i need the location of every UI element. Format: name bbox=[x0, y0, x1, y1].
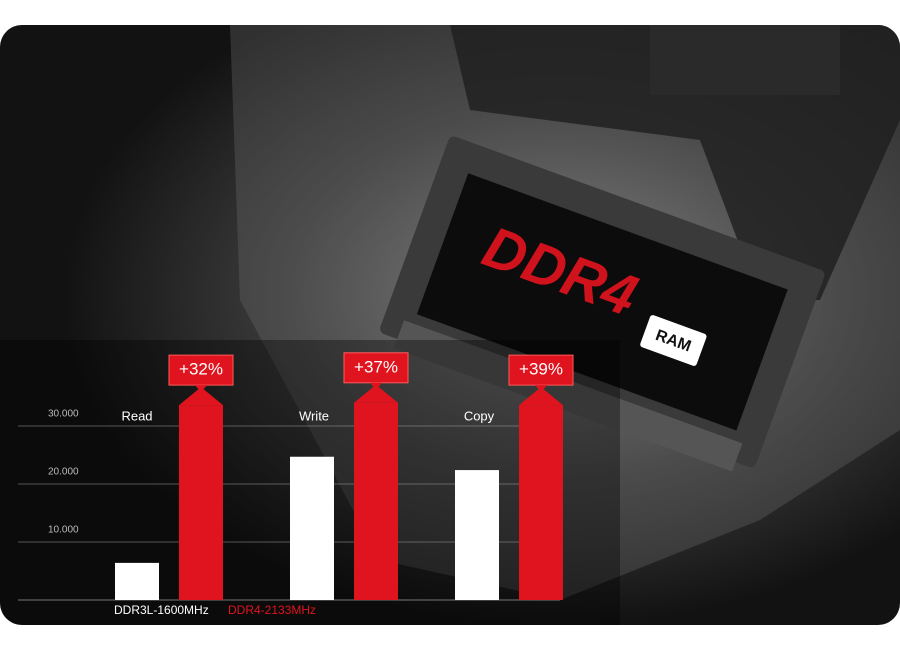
bar-arrow bbox=[179, 387, 223, 406]
bar bbox=[519, 405, 563, 600]
label-box bbox=[508, 354, 574, 386]
label-pointer bbox=[195, 385, 207, 393]
bar bbox=[290, 456, 334, 600]
legend-label: DDR4-2133MHz bbox=[228, 603, 316, 617]
label-pointer bbox=[370, 382, 382, 390]
value-label: +39% bbox=[519, 360, 563, 379]
bar bbox=[179, 405, 223, 600]
y-tick-label: 30.000 bbox=[48, 409, 79, 420]
label-box bbox=[168, 354, 234, 386]
y-tick-label: 10.000 bbox=[48, 525, 79, 536]
bar bbox=[115, 562, 159, 600]
category-label: Read bbox=[121, 408, 152, 423]
value-label: +32% bbox=[179, 360, 223, 379]
background: DDR4 RAM bbox=[0, 25, 900, 625]
bar bbox=[455, 470, 499, 600]
value-label: +37% bbox=[354, 357, 398, 376]
y-tick-label: 20.000 bbox=[48, 467, 79, 478]
category-label: Write bbox=[299, 408, 329, 423]
ram-module: DDR4 RAM bbox=[380, 136, 825, 472]
bar-arrow bbox=[354, 384, 398, 403]
bar-arrow bbox=[519, 387, 563, 406]
plot: 10.000 20.000 30.000 Read Write Copy +32% +37% +… bbox=[18, 352, 574, 617]
label-pointer bbox=[535, 385, 547, 393]
bar bbox=[354, 402, 398, 600]
legend-label: DDR3L-1600MHz bbox=[114, 603, 209, 617]
category-label: Copy bbox=[464, 408, 495, 423]
label-box bbox=[343, 352, 409, 384]
